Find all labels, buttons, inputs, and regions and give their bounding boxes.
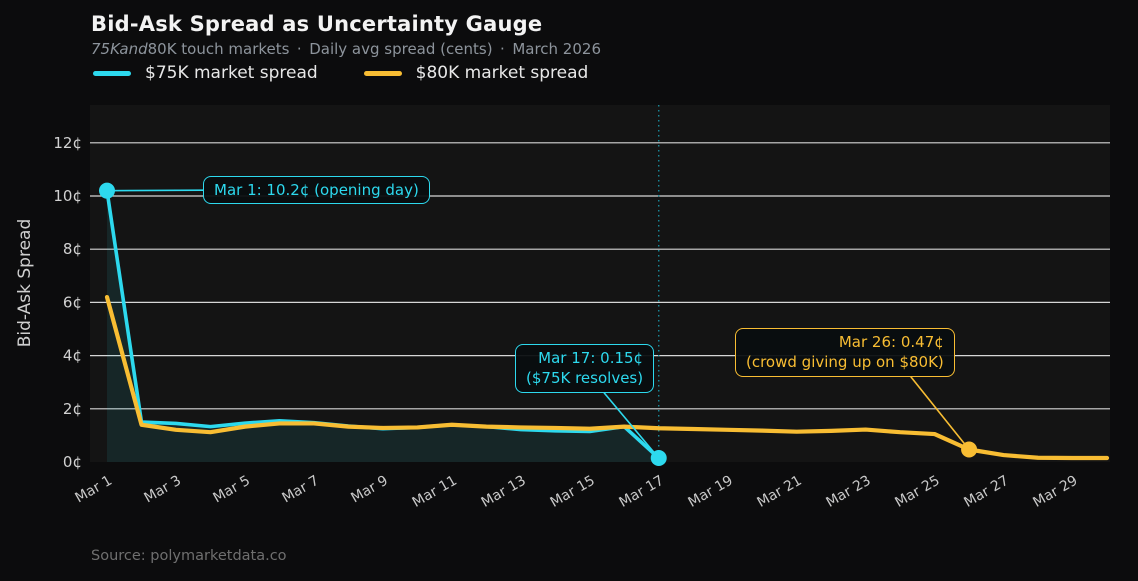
chart-svg: 0¢ 2¢ 4¢ 6¢ 8¢ 10¢ 12¢ Mar 1 Mar 3 Mar 5 Mar 7 Mar …	[53, 105, 1110, 511]
svg-text:Mar 21: Mar 21	[754, 473, 804, 511]
svg-text:Mar 17: Mar 17	[617, 473, 667, 511]
annotation-mar17: Mar 17: 0.15¢ ($75K resolves)	[515, 344, 655, 393]
page-subtitle: 75Kand80K touch markets · Daily avg spre…	[91, 40, 601, 58]
svg-text:12¢: 12¢	[53, 134, 82, 152]
legend-label-80k: $80K market spread	[415, 63, 589, 83]
svg-text:Mar 7: Mar 7	[279, 473, 321, 507]
svg-text:Mar 3: Mar 3	[142, 473, 184, 507]
svg-text:6¢: 6¢	[63, 293, 82, 311]
svg-text:0¢: 0¢	[63, 453, 82, 471]
svg-text:Mar 23: Mar 23	[823, 473, 873, 511]
legend: $75K market spread $80K market spread	[93, 63, 634, 83]
legend-item-80k: $80K market spread	[363, 63, 589, 83]
annotation-mar26-line2: (crowd giving up on $80K)	[746, 353, 944, 372]
page-title: Bid-Ask Spread as Uncertainty Gauge	[91, 12, 543, 36]
svg-text:Mar 29: Mar 29	[1030, 473, 1080, 511]
svg-text:Mar 15: Mar 15	[548, 473, 598, 511]
svg-text:4¢: 4¢	[63, 347, 82, 365]
legend-label-75k: $75K market spread	[145, 63, 318, 83]
annotation-mar26: Mar 26: 0.47¢ (crowd giving up on $80K)	[735, 328, 955, 377]
annotation-mar17-line2: ($75K resolves)	[526, 369, 644, 388]
subtitle-text: 80K touch markets · Daily avg spread (ce…	[147, 40, 601, 58]
annotation-mar26-line1: Mar 26: 0.47¢	[838, 333, 944, 351]
subtitle-math-segment: 75Kand	[91, 40, 148, 58]
svg-text:Mar 19: Mar 19	[686, 473, 736, 511]
legend-item-75k: $75K market spread	[93, 63, 318, 83]
svg-text:Mar 25: Mar 25	[892, 473, 942, 511]
svg-text:8¢: 8¢	[63, 240, 82, 258]
legend-swatch-75k-icon	[93, 70, 131, 76]
svg-text:Mar 11: Mar 11	[410, 473, 460, 511]
legend-swatch-80k-icon	[363, 70, 402, 76]
svg-text:Mar 9: Mar 9	[348, 473, 390, 507]
svg-text:Mar 27: Mar 27	[961, 473, 1011, 511]
svg-text:2¢: 2¢	[63, 400, 82, 418]
svg-text:Mar 13: Mar 13	[479, 473, 529, 511]
annotation-mar1: Mar 1: 10.2¢ (opening day)	[203, 176, 430, 205]
svg-text:10¢: 10¢	[53, 187, 82, 205]
svg-text:Mar 1: Mar 1	[73, 473, 115, 507]
annotation-mar17-line1: Mar 17: 0.15¢	[538, 349, 644, 367]
source-text: Source: polymarketdata.co	[91, 548, 287, 564]
y-axis-label: Bid-Ask Spread	[15, 218, 35, 348]
svg-text:Mar 5: Mar 5	[210, 473, 252, 507]
annotation-mar1-text: Mar 1: 10.2¢ (opening day)	[214, 181, 419, 199]
